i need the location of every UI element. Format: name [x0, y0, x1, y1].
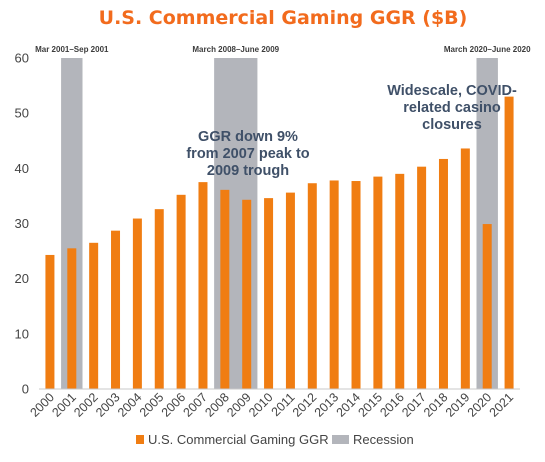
- x-tick-label: 2021: [487, 390, 517, 420]
- bar-2014: [351, 181, 361, 389]
- x-tick-label: 2017: [399, 390, 429, 420]
- x-tick-label: 2004: [115, 390, 145, 420]
- x-tick-label: 2020: [465, 390, 495, 420]
- y-tick-label: 20: [15, 271, 29, 286]
- bar-2011: [285, 192, 295, 389]
- y-tick-label: 30: [15, 216, 29, 231]
- recession-band-1: [61, 58, 83, 389]
- legend: U.S. Commercial Gaming GGR Recession: [136, 432, 414, 447]
- annotation-1-line-3: 2009 trough: [207, 163, 289, 179]
- annotation-2-line-2: related casino: [403, 100, 501, 116]
- recession-band-3: [476, 58, 498, 389]
- bar-2013: [329, 180, 339, 389]
- bar-2017: [417, 166, 427, 389]
- recession-label-3: March 2020–June 2020: [444, 45, 531, 54]
- bar-2004: [132, 218, 142, 389]
- bar-2012: [307, 183, 317, 389]
- x-tick-label: 2006: [159, 390, 189, 420]
- annotation-1-line-2: from 2007 peak to: [186, 146, 309, 162]
- x-tick-label: 2016: [377, 390, 407, 420]
- bar-2009: [242, 199, 252, 389]
- y-tick-label: 0: [22, 382, 29, 397]
- x-tick-label: 2018: [421, 390, 451, 420]
- y-tick-label: 10: [15, 326, 29, 341]
- y-tick-label: 60: [15, 51, 29, 66]
- x-tick-label: 2001: [49, 390, 79, 420]
- bar-2000: [45, 254, 55, 389]
- legend-swatch-recession: [332, 435, 349, 444]
- y-tick-label: 50: [15, 106, 29, 121]
- bar-2020: [482, 224, 492, 389]
- x-tick-label: 2009: [224, 390, 254, 420]
- bar-2010: [264, 198, 274, 389]
- bar-2006: [176, 194, 186, 389]
- bar-2008: [220, 189, 230, 389]
- annotation-2-line-1: Widescale, COVID-: [387, 83, 517, 99]
- annotation-1-line-1: GGR down 9%: [198, 129, 298, 145]
- x-tick-label: 2010: [246, 390, 276, 420]
- bar-2002: [89, 242, 99, 389]
- x-tick-label: 2005: [137, 390, 167, 420]
- bar-2005: [154, 209, 164, 389]
- x-tick-label: 2007: [181, 390, 211, 420]
- bar-2018: [438, 158, 448, 389]
- bar-2001: [67, 248, 77, 389]
- bar-2016: [395, 173, 405, 389]
- y-tick-label: 40: [15, 161, 29, 176]
- plot-area: Mar 2001–Sep 2001 March 2008–June 2009 Mar…: [15, 45, 532, 420]
- legend-swatch-ggr: [136, 435, 144, 444]
- bar-2015: [373, 176, 383, 389]
- x-tick-label: 2015: [355, 390, 385, 420]
- x-tick-label: 2003: [93, 390, 123, 420]
- recession-label-1: Mar 2001–Sep 2001: [35, 45, 109, 54]
- bar-2019: [460, 148, 470, 389]
- bar-2003: [111, 230, 121, 389]
- chart-title: U.S. Commercial Gaming GGR ($B): [99, 7, 468, 29]
- recession-label-2: March 2008–June 2009: [192, 45, 279, 54]
- x-tick-label: 2008: [202, 390, 232, 420]
- legend-label-ggr: U.S. Commercial Gaming GGR: [148, 432, 329, 447]
- x-tick-label: 2002: [71, 390, 101, 420]
- x-tick-label: 2013: [312, 390, 342, 420]
- x-tick-label: 2019: [443, 390, 473, 420]
- x-tick-label: 2000: [27, 390, 57, 420]
- x-tick-label: 2012: [290, 390, 320, 420]
- legend-label-recession: Recession: [353, 432, 414, 447]
- x-tick-label: 2014: [334, 390, 364, 420]
- bar-2021: [504, 96, 514, 389]
- x-tick-label: 2011: [269, 390, 298, 419]
- annotation-2-line-3: closures: [422, 117, 482, 133]
- bar-2007: [198, 182, 208, 389]
